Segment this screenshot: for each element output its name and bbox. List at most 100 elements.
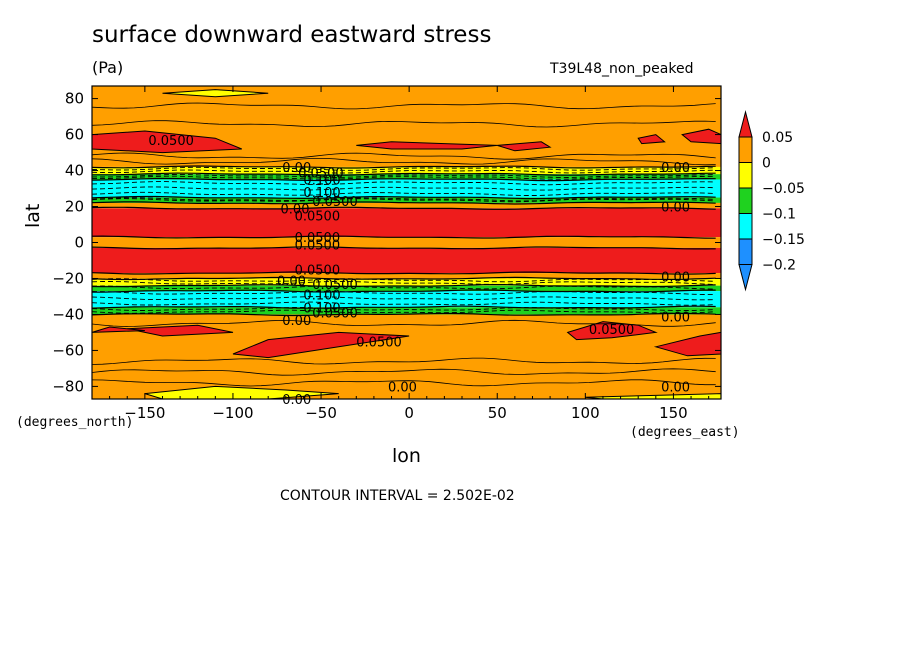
x-tick-label-1: −100 [212, 404, 253, 422]
band-5 [92, 202, 721, 209]
contour-label-24: 0.00 [661, 380, 690, 395]
contour-label-2: 0.0500 [298, 166, 344, 181]
contour-label-20: 0.00 [661, 310, 690, 325]
contour-thin-1 [91, 120, 716, 128]
y-tick-label-8: −80 [52, 377, 84, 395]
contour-label-10: 0.0500 [295, 231, 341, 246]
region-blob-3 [637, 134, 666, 145]
colorbar-bin-1 [738, 136, 753, 163]
contour-thin-6 [91, 368, 716, 376]
contour-label-3: 0.100 [303, 174, 340, 189]
y-tick-label-1: 60 [65, 126, 84, 144]
plot-axes: −150 −100 −50 0 50 100 150 80 60 40 20 0 −20 −40 −60 −8… [52, 85, 722, 422]
x-tick-label-5: 100 [571, 404, 600, 422]
contour-label-13: 0.00 [277, 274, 306, 289]
contour-solid-1 [92, 172, 716, 176]
contour-dashed-4 [91, 181, 716, 186]
colorbar-bin-2 [738, 162, 753, 189]
plot-contour-labels: 0.05000.000.05000.1000.1000.05000.000.05… [148, 134, 690, 408]
contour-dashed-3 [92, 175, 716, 180]
band-0 [92, 86, 721, 167]
contour-label-11: 0.0500 [295, 238, 341, 253]
contour-label-1: 0.00 [282, 161, 311, 176]
contour-label-0: 0.0500 [148, 134, 194, 149]
region-blob-9 [566, 321, 658, 341]
contour-label-8: 0.00 [661, 161, 690, 176]
contour-thin-2 [91, 152, 716, 160]
contour-solid-11 [92, 289, 716, 293]
contour-solid-10 [91, 284, 716, 288]
y-tick-label-4: 0 [74, 234, 84, 252]
contour-interval: CONTOUR INTERVAL = 2.502E-02 [280, 488, 515, 504]
band-9 [92, 273, 721, 279]
region-blob-6 [127, 324, 234, 337]
contour-label-21: 0.0500 [589, 323, 635, 338]
colorbar-level-5: −0.2 [762, 258, 796, 274]
contour-label-4: 0.100 [303, 186, 340, 201]
contour-solid-8 [91, 271, 716, 275]
colorbar-level-1: 0 [762, 156, 771, 172]
y-tick-label-6: −40 [52, 305, 84, 323]
x-unit-label: (degrees_east) [630, 425, 740, 440]
chart-units: (Pa) [92, 58, 124, 77]
colorbar-bin-4 [738, 213, 753, 240]
x-axis-label: lon [392, 445, 421, 467]
run-name: T39L48_non_peaked [550, 61, 694, 77]
contour-dashed-8 [91, 198, 716, 203]
contour-dashed-9 [91, 278, 716, 283]
contour-label-17: 0.0500 [312, 307, 358, 322]
region-blob-7 [232, 331, 410, 359]
contour-dashed-5 [91, 186, 716, 191]
contour-thin-7 [91, 379, 716, 387]
colorbar-level-0: 0.05 [762, 130, 793, 146]
contour-dashed-0 [91, 166, 716, 171]
contour-label-15: 0.100 [303, 289, 340, 304]
contour-thin-5 [91, 357, 716, 365]
contour-dashed-7 [91, 197, 716, 202]
contour-label-7: 0.0500 [295, 210, 341, 225]
band-8 [92, 247, 721, 274]
band-10 [92, 278, 721, 286]
plot-contour-lines [91, 102, 716, 387]
contour-label-22: 0.0500 [356, 335, 402, 350]
band-6 [92, 208, 721, 238]
y-axis-label: lat [22, 203, 44, 228]
region-blob-2 [497, 141, 552, 152]
band-13 [92, 307, 721, 315]
plot-fill-layer [92, 86, 721, 399]
contour-label-14: 0.0500 [312, 278, 358, 293]
x-tick-label-4: 50 [488, 404, 507, 422]
contour-thin-4 [91, 319, 716, 327]
contour-label-9: 0.00 [661, 201, 690, 216]
colorbar-level-2: −0.05 [762, 181, 805, 197]
x-tick-label-0: −150 [124, 404, 165, 422]
contour-dashed-13 [91, 296, 716, 301]
contour-solid-3 [91, 195, 716, 200]
contour-solid-9 [91, 276, 716, 281]
contour-label-5: 0.0500 [312, 195, 358, 210]
contour-solid-4 [91, 201, 716, 205]
band-3 [92, 179, 721, 198]
contour-thin-0 [91, 102, 716, 110]
x-tick-label-2: −50 [305, 404, 337, 422]
colorbar-arrow-top [738, 110, 753, 138]
colorbar-level-4: −0.15 [762, 232, 805, 248]
contour-label-12: 0.0500 [295, 263, 341, 278]
contour-solid-6 [91, 235, 716, 239]
contour-label-16: 0.100 [303, 301, 340, 316]
chart-title: surface downward eastward stress [92, 22, 492, 48]
contour-label-25: 0.00 [282, 393, 311, 408]
y-tick-label-5: −20 [52, 269, 84, 287]
contour-thin-3 [91, 158, 716, 166]
colorbar-arrow-bottom [738, 264, 753, 292]
contour-solid-0 [91, 165, 716, 169]
colorbar-level-3: −0.1 [762, 207, 796, 223]
y-tick-label-0: 80 [65, 90, 84, 108]
x-tick-label-3: 0 [404, 404, 414, 422]
band-11 [92, 285, 721, 292]
region-blob-5 [162, 89, 269, 98]
contour-label-18: 0.00 [282, 314, 311, 329]
colorbar: 0.05 0 −0.05 −0.1 −0.15 −0.2 [738, 110, 805, 292]
contour-solid-5 [91, 206, 716, 210]
